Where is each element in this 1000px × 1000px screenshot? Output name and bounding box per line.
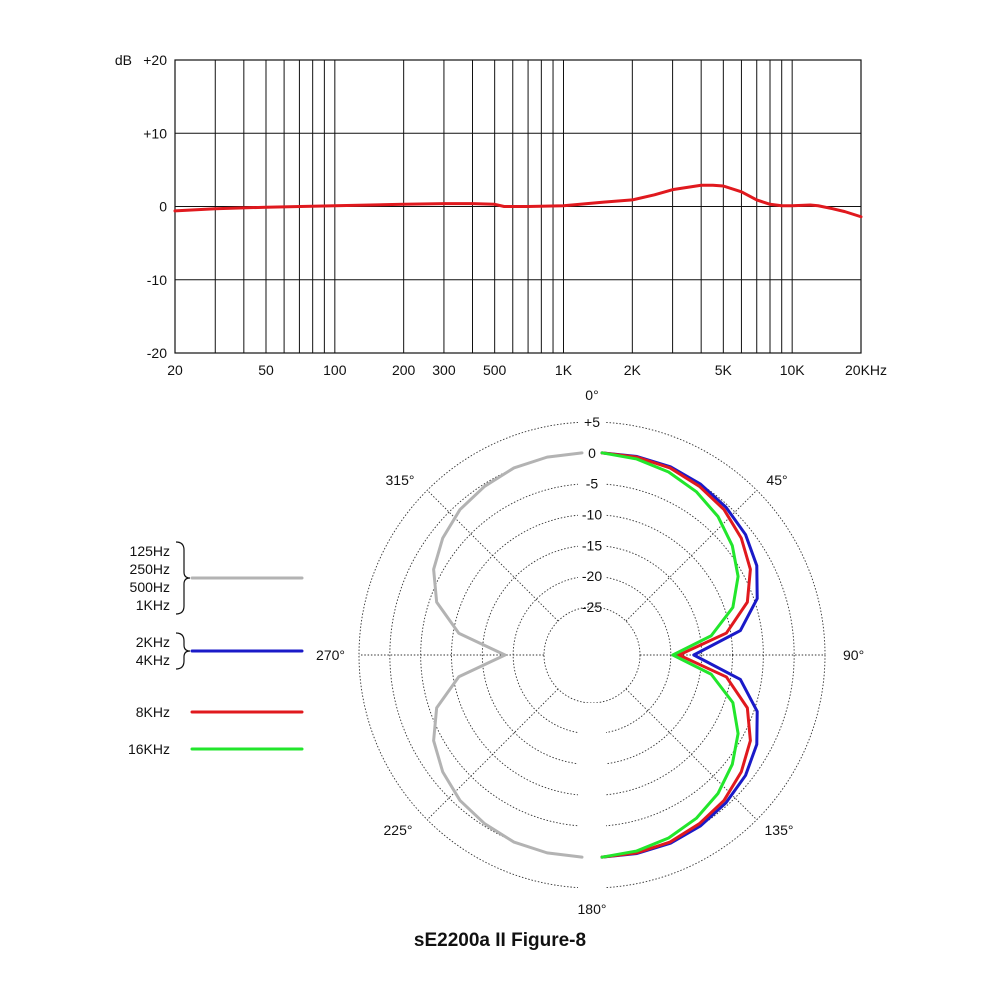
ring-label-backdrop bbox=[578, 408, 606, 601]
ring-tick-label: -20 bbox=[582, 568, 602, 584]
freq-tick-label: 500 bbox=[483, 362, 507, 378]
ring-tick-label: -5 bbox=[586, 476, 599, 492]
polar-pattern-line bbox=[600, 451, 752, 859]
db-tick-label: -10 bbox=[147, 272, 167, 288]
db-tick-label: -20 bbox=[147, 345, 167, 361]
freq-tick-label: 10K bbox=[780, 362, 806, 378]
db-tick-label: +10 bbox=[143, 125, 167, 141]
polar-spoke bbox=[426, 489, 559, 622]
legend-label: 8KHz bbox=[136, 704, 170, 720]
freq-plot-frame bbox=[174, 59, 862, 354]
freq-tick-label: 300 bbox=[432, 362, 456, 378]
polar-angle-label: 270° bbox=[316, 647, 345, 663]
polar-angle-label: 180° bbox=[578, 901, 607, 917]
polar-angle-label: 315° bbox=[386, 472, 415, 488]
ring-tick-label: -25 bbox=[582, 599, 602, 615]
ring-tick-label: +5 bbox=[584, 414, 600, 430]
polar-spoke bbox=[426, 688, 559, 821]
db-tick-label: 0 bbox=[159, 199, 167, 215]
polar-spoke bbox=[625, 688, 758, 821]
ring-tick-label: -10 bbox=[582, 507, 602, 523]
freq-tick-label: 2K bbox=[624, 362, 642, 378]
legend-label: 4KHz bbox=[136, 652, 170, 668]
legend-label: 2KHz bbox=[136, 634, 170, 650]
polar-pattern-line bbox=[600, 451, 740, 859]
polar-ring bbox=[543, 606, 641, 704]
legend-label: 125Hz bbox=[130, 543, 170, 559]
ring-tick-label: 0 bbox=[588, 445, 596, 461]
polar-pattern-line bbox=[600, 451, 759, 859]
y-axis-label: dB bbox=[115, 52, 132, 68]
polar-pattern-chart: +5 0 -5 -10 -15 -20 -25 0° 45° 90° 135° 180° 225° 270… bbox=[316, 387, 864, 917]
freq-tick-label: 5K bbox=[715, 362, 733, 378]
frequency-response-chart: +20 +10 0 -10 -20 dB 20 50 100 200 300 500 1K 2K 5K 10K… bbox=[115, 52, 887, 378]
polar-angle-label: 90° bbox=[843, 647, 864, 663]
polar-angle-label: 0° bbox=[585, 387, 598, 403]
polar-angle-label: 225° bbox=[384, 822, 413, 838]
freq-tick-label: 50 bbox=[258, 362, 274, 378]
legend-label: 16KHz bbox=[128, 741, 170, 757]
polar-angle-label: 135° bbox=[765, 822, 794, 838]
freq-tick-label: 200 bbox=[392, 362, 416, 378]
frequency-response-line bbox=[173, 183, 863, 219]
ring-label-backdrop bbox=[578, 703, 606, 894]
legend-label: 500Hz bbox=[130, 579, 170, 595]
figure-caption: sE2200a II Figure-8 bbox=[413, 930, 587, 951]
ring-tick-label: -15 bbox=[582, 537, 602, 553]
polar-pattern-line bbox=[432, 451, 584, 859]
legend-brace bbox=[175, 632, 191, 670]
polar-spoke bbox=[625, 489, 758, 622]
legend-brace bbox=[175, 541, 191, 615]
legend-label: 1KHz bbox=[136, 597, 170, 613]
freq-tick-label: 20KHz bbox=[845, 362, 887, 378]
freq-tick-label: 100 bbox=[323, 362, 347, 378]
freq-tick-label: 20 bbox=[167, 362, 183, 378]
legend-label: 250Hz bbox=[130, 561, 170, 577]
freq-tick-label: 1K bbox=[555, 362, 573, 378]
polar-legend: 125Hz 250Hz 500Hz 1KHz 2KHz 4KHz 8KHz 16KHz bbox=[128, 541, 304, 757]
polar-angle-label: 45° bbox=[766, 472, 787, 488]
db-tick-label: +20 bbox=[143, 52, 167, 68]
